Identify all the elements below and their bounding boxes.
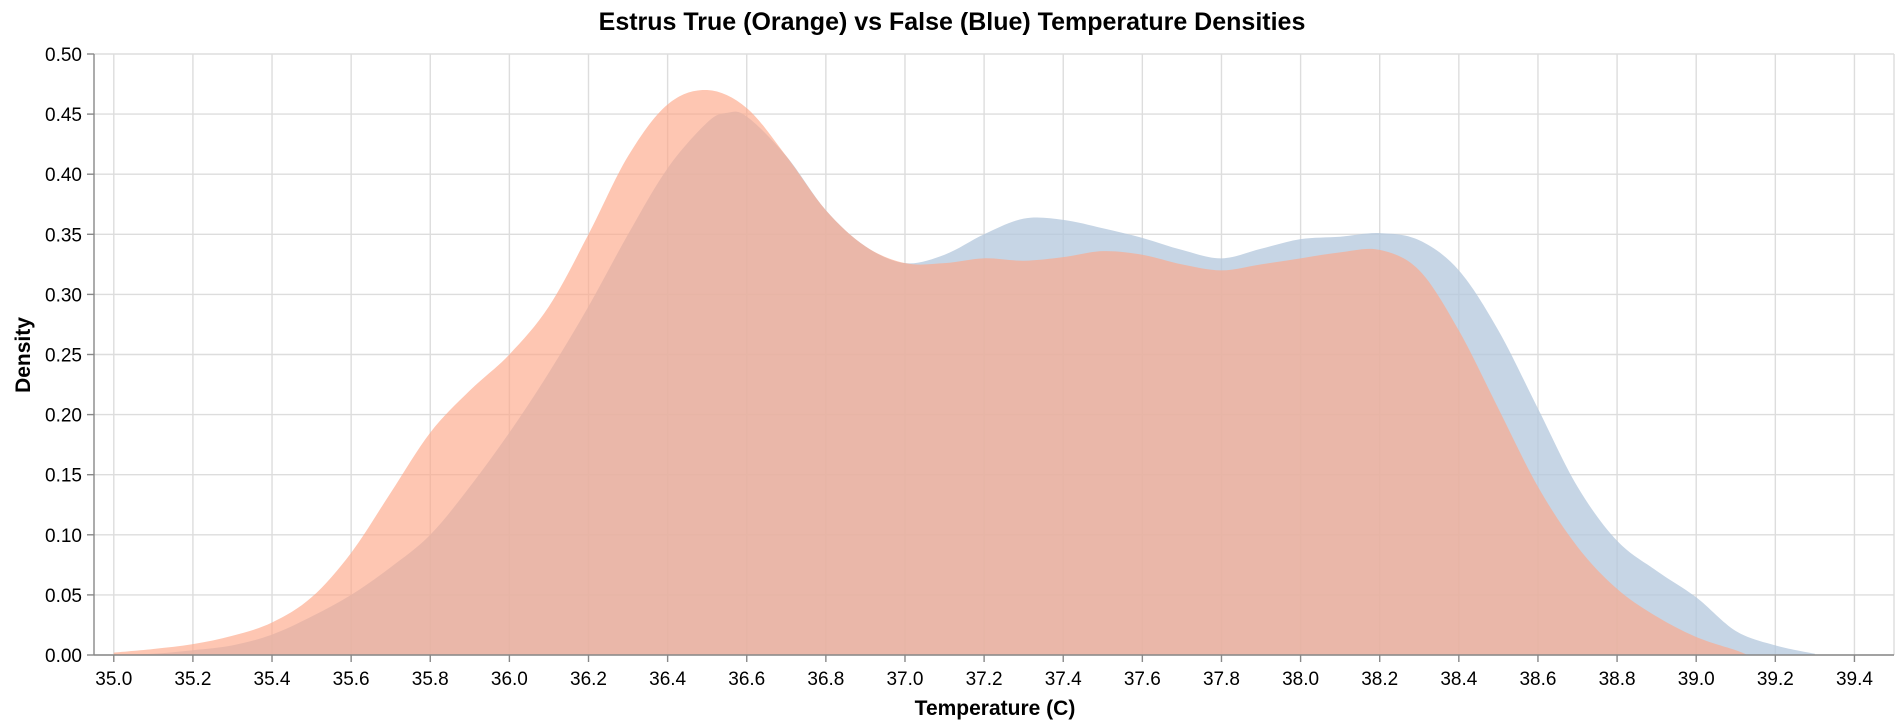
x-tick-label: 38.4 (1440, 669, 1477, 690)
x-tick-label: 35.4 (254, 669, 291, 690)
x-tick-label: 39.2 (1757, 669, 1794, 690)
x-tick-label: 39.4 (1836, 669, 1873, 690)
density-areas (113, 90, 1815, 655)
x-tick-label: 36.6 (728, 669, 765, 690)
x-tick-label: 37.6 (1124, 669, 1161, 690)
x-tick-label: 38.8 (1599, 669, 1636, 690)
axes: 35.0 35.2 35.4 35.6 35.8 36.0 36.2 36.4 36.6 36.8… (45, 45, 1894, 690)
y-tick-label: 0.05 (45, 586, 82, 607)
y-tick-label: 0.00 (45, 646, 82, 667)
x-tick-label: 37.8 (1203, 669, 1240, 690)
y-tick-label: 0.10 (45, 526, 82, 547)
x-tick-label: 35.8 (412, 669, 449, 690)
y-tick-label: 0.20 (45, 406, 82, 427)
y-tick-label: 0.30 (45, 285, 82, 306)
x-tick-label: 37.0 (886, 669, 923, 690)
x-tick-label: 36.4 (649, 669, 686, 690)
x-tick-label: 38.6 (1519, 669, 1556, 690)
x-tick-label: 38.0 (1282, 669, 1319, 690)
x-axis-title: Temperature (C) (915, 697, 1076, 720)
x-tick-label: 36.0 (491, 669, 528, 690)
chart-title: Estrus True (Orange) vs False (Blue) Tem… (599, 8, 1306, 36)
y-tick-label: 0.40 (45, 165, 82, 186)
density-area-orange (113, 90, 1748, 655)
x-tick-label: 35.0 (95, 669, 132, 690)
y-axis-title: Density (12, 317, 35, 393)
y-tick-label: 0.15 (45, 466, 82, 487)
x-tick-label: 36.8 (807, 669, 844, 690)
y-tick-label: 0.35 (45, 225, 82, 246)
x-tick-label: 35.2 (174, 669, 211, 690)
y-tick-label: 0.45 (45, 105, 82, 126)
x-tick-label: 36.2 (570, 669, 607, 690)
y-tick-label: 0.25 (45, 346, 82, 367)
x-tick-label: 38.2 (1361, 669, 1398, 690)
y-tick-label: 0.50 (45, 45, 82, 66)
x-tick-label: 39.0 (1678, 669, 1715, 690)
x-tick-label: 35.6 (333, 669, 370, 690)
x-tick-label: 37.2 (966, 669, 1003, 690)
x-tick-label: 37.4 (1045, 669, 1082, 690)
